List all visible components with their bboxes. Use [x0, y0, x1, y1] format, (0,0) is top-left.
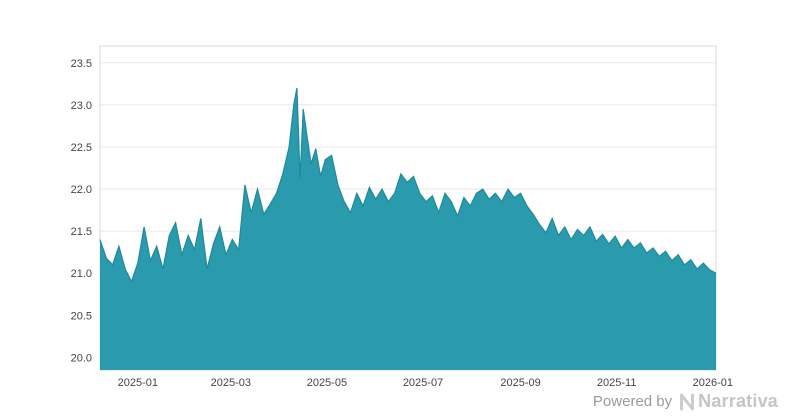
chart-canvas[interactable]: 20.0 20.5 21.0 21.5 22.0 22.5 23.0 23.5 2025-01 2… [0, 0, 800, 390]
footer-attribution: Powered by Narrativa [593, 391, 778, 412]
y-tick-label: 23.5 [71, 58, 92, 70]
area-series[interactable] [100, 88, 716, 370]
y-tick-label: 22.5 [71, 142, 92, 154]
x-tick-label: 2026-01 [693, 377, 733, 389]
x-tick-label: 2025-11 [597, 377, 637, 389]
y-tick-label: 20.0 [71, 352, 92, 364]
x-tick-label: 2025-01 [118, 377, 158, 389]
y-tick-label: 21.5 [71, 226, 92, 238]
x-tick-label: 2025-03 [211, 377, 251, 389]
y-tick-label: 23.0 [71, 100, 92, 112]
y-tick-label: 21.0 [71, 268, 92, 280]
narrativa-n-icon [680, 393, 695, 410]
x-tick-label: 2025-09 [500, 377, 540, 389]
y-tick-label: 22.0 [71, 184, 92, 196]
y-tick-label: 20.5 [71, 310, 92, 322]
x-tick-label: 2025-07 [403, 377, 443, 389]
narrativa-logo[interactable]: Narrativa [679, 391, 778, 412]
x-tick-label: 2025-05 [307, 377, 347, 389]
narrativa-brand-text: Narrativa [698, 391, 778, 411]
price-area-chart[interactable]: 20.0 20.5 21.0 21.5 22.0 22.5 23.0 23.5 2025-01 2… [0, 0, 800, 390]
powered-by-text: Powered by [592, 393, 673, 410]
